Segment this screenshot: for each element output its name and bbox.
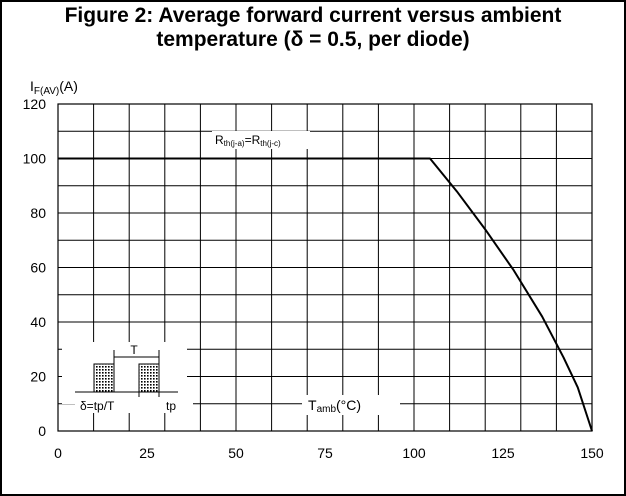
x-tick-label: 100 xyxy=(402,445,426,461)
x-axis-label: Tamb(°C) xyxy=(308,397,361,415)
inset-pulse-2 xyxy=(138,363,160,393)
y-axis-label: IF(AV)(A) xyxy=(30,78,78,97)
y-tick-label: 20 xyxy=(30,369,46,385)
y-axis-label-sub: F(AV) xyxy=(34,86,59,97)
x-tick-label: 25 xyxy=(139,445,155,461)
y-tick-label: 60 xyxy=(30,260,46,276)
chart-title-line-1: Figure 2: Average forward current versus… xyxy=(64,4,562,27)
x-tick-label: 150 xyxy=(580,445,604,461)
rth-annotation: Rth(j-a)=Rth(j-c) xyxy=(215,133,281,148)
plot-border xyxy=(57,103,593,432)
y-tick-label: 80 xyxy=(30,205,46,221)
inset-pulse-1 xyxy=(93,363,115,393)
x-axis-label-sub: amb xyxy=(317,404,337,415)
x-tick-label: 0 xyxy=(54,445,62,461)
inset-duty-label: δ=tp/T xyxy=(80,399,115,413)
annotation-background xyxy=(212,131,310,149)
rth-annotation-r1: R xyxy=(215,133,224,147)
inset-tp-label: tp xyxy=(166,399,176,413)
y-tick-label: 100 xyxy=(23,151,47,167)
x-axis-label-main: T xyxy=(308,397,317,413)
y-tick-label: 40 xyxy=(30,314,46,330)
chart-title: Figure 2: Average forward current versus… xyxy=(0,4,626,52)
rth-annotation-eq: = xyxy=(245,133,252,147)
inset-background xyxy=(62,342,187,404)
inset-period-label: T xyxy=(130,343,138,357)
y-axis-label-main: I xyxy=(30,78,34,94)
y-tick-label: 0 xyxy=(38,423,46,439)
rth-annotation-r2: R xyxy=(252,133,261,147)
x-tick-label: 75 xyxy=(317,445,333,461)
series-layer xyxy=(58,157,593,432)
series-line xyxy=(58,157,593,432)
x-axis-label-unit: (°C) xyxy=(336,397,361,413)
inset-label-background xyxy=(75,397,193,413)
x-tick-label: 50 xyxy=(228,445,244,461)
x-tick-label: 125 xyxy=(491,445,515,461)
y-tick-label: 120 xyxy=(23,96,47,112)
x-tick-labels: 0 25 50 75 100 125 150 xyxy=(54,445,604,461)
x-axis-label-background xyxy=(302,395,400,415)
inset-diagram: T δ=tp/T tp xyxy=(62,342,193,413)
y-tick-labels: 0 20 40 60 80 100 120 xyxy=(23,96,47,439)
chart-title-line-2: temperature (δ = 0.5, per diode) xyxy=(156,28,470,51)
rth-annotation-r1-sub: th(j-a) xyxy=(224,139,245,148)
rth-annotation-r2-sub: th(j-c) xyxy=(260,139,281,148)
y-axis-label-unit: (A) xyxy=(59,78,78,94)
